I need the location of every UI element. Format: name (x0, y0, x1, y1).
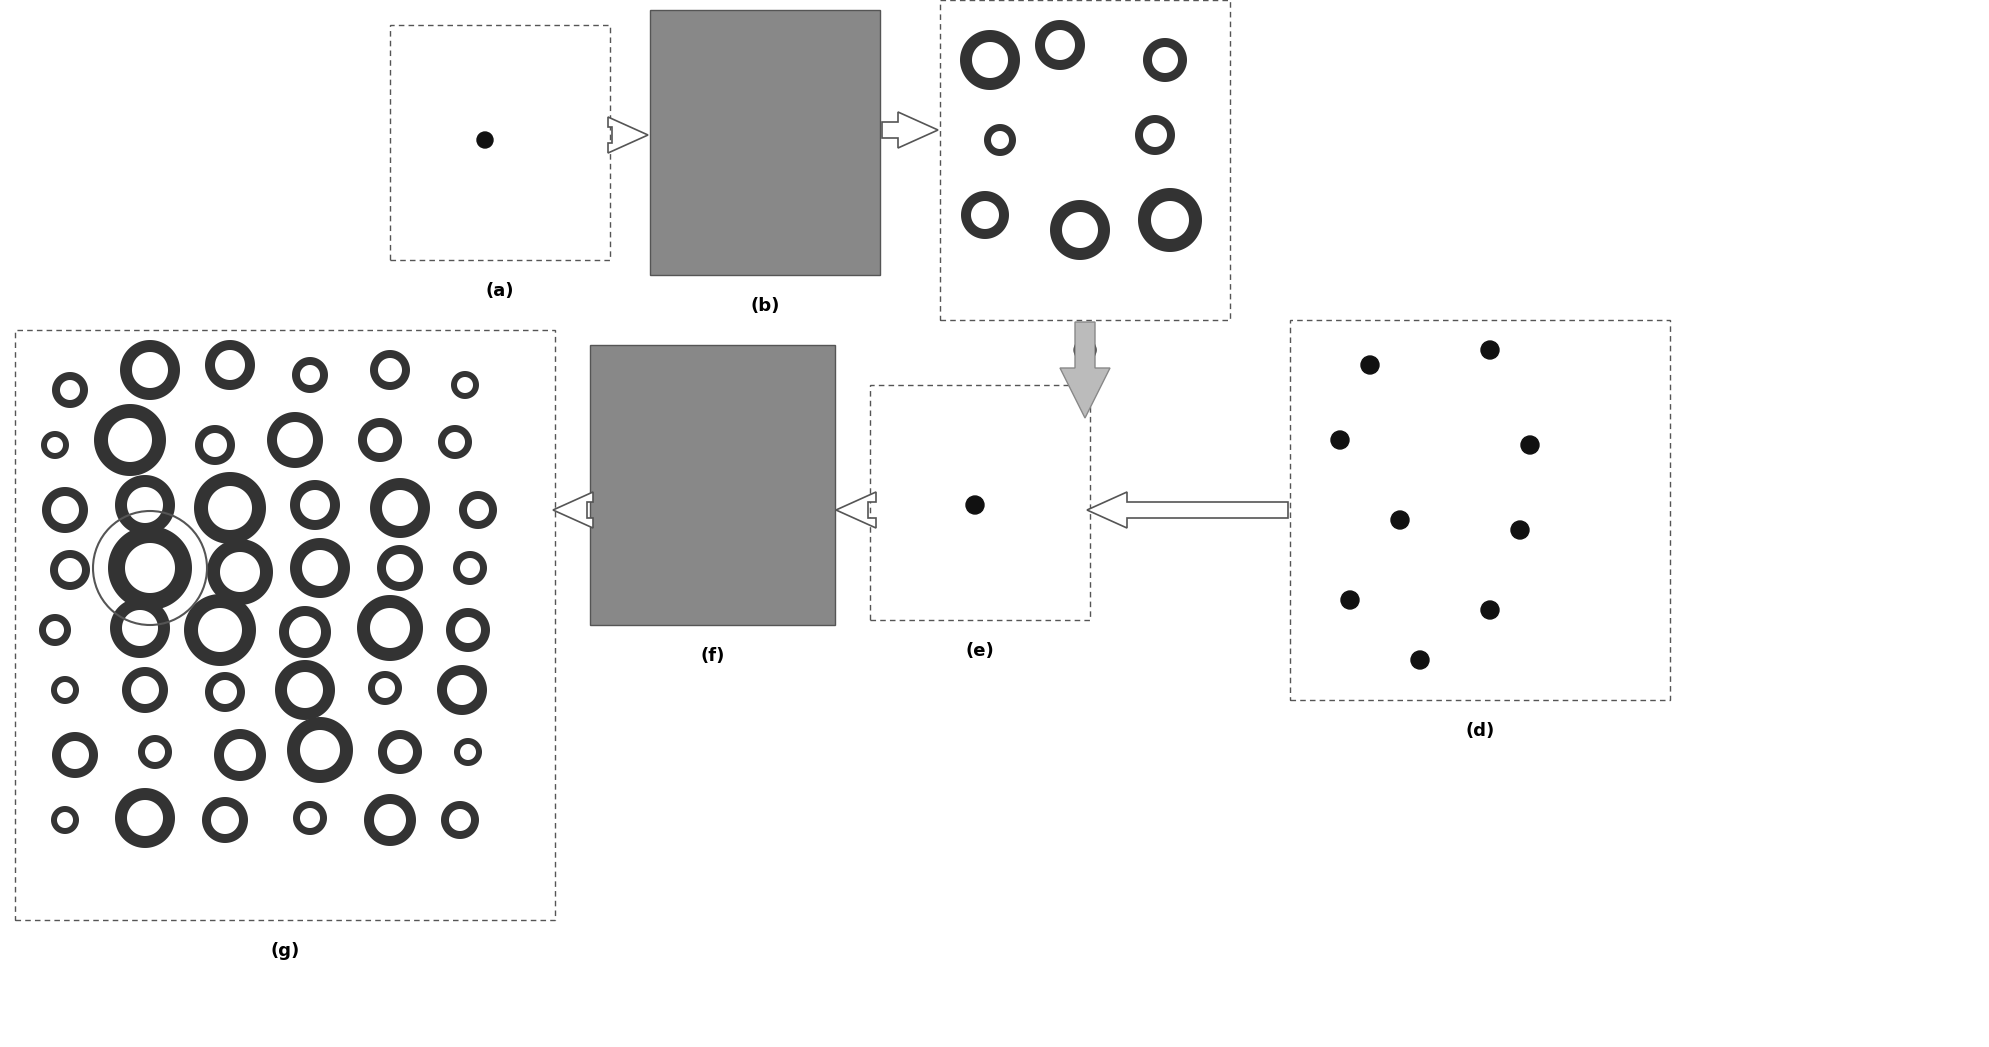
Polygon shape (121, 667, 167, 713)
Bar (589, 346, 835, 625)
Text: (c): (c) (1070, 342, 1098, 360)
Polygon shape (446, 608, 489, 652)
Polygon shape (959, 30, 1020, 90)
Text: (d): (d) (1464, 722, 1494, 740)
Polygon shape (215, 729, 267, 781)
Polygon shape (1086, 492, 1287, 528)
Ellipse shape (1360, 356, 1378, 374)
Polygon shape (205, 672, 245, 712)
Polygon shape (370, 350, 410, 389)
Ellipse shape (1331, 431, 1349, 449)
Bar (939, 0, 1229, 320)
Polygon shape (378, 730, 422, 774)
Polygon shape (107, 526, 191, 610)
Polygon shape (376, 545, 424, 591)
Polygon shape (983, 124, 1016, 156)
Polygon shape (205, 340, 255, 389)
Polygon shape (292, 801, 326, 836)
Ellipse shape (1480, 601, 1498, 619)
Polygon shape (278, 606, 330, 658)
Polygon shape (881, 112, 937, 148)
Polygon shape (459, 491, 497, 529)
Polygon shape (109, 598, 169, 658)
Polygon shape (42, 431, 70, 459)
Text: (a): (a) (485, 282, 513, 300)
Polygon shape (286, 717, 352, 783)
Polygon shape (835, 492, 875, 528)
Polygon shape (1050, 200, 1110, 260)
Polygon shape (1134, 115, 1174, 155)
Polygon shape (193, 472, 267, 544)
Polygon shape (961, 191, 1008, 239)
Polygon shape (1138, 188, 1201, 252)
Polygon shape (292, 357, 328, 393)
Polygon shape (115, 475, 175, 535)
Polygon shape (207, 539, 272, 605)
Text: (g): (g) (271, 942, 300, 960)
Ellipse shape (965, 496, 983, 514)
Polygon shape (195, 425, 235, 465)
Bar (869, 385, 1090, 620)
Bar (1289, 320, 1669, 700)
Ellipse shape (1520, 436, 1537, 454)
Polygon shape (119, 340, 179, 400)
Text: (b): (b) (750, 297, 780, 315)
Polygon shape (368, 671, 402, 705)
Polygon shape (137, 735, 171, 768)
Ellipse shape (1510, 521, 1528, 539)
Polygon shape (52, 806, 80, 834)
Polygon shape (452, 371, 479, 399)
Ellipse shape (1480, 341, 1498, 359)
Polygon shape (203, 797, 249, 843)
Ellipse shape (1390, 511, 1408, 529)
Polygon shape (356, 595, 424, 661)
Polygon shape (358, 418, 402, 462)
Polygon shape (290, 538, 350, 598)
Polygon shape (42, 487, 88, 533)
Ellipse shape (477, 132, 493, 148)
Polygon shape (1034, 20, 1084, 70)
Polygon shape (553, 492, 593, 528)
Polygon shape (1060, 322, 1110, 418)
Polygon shape (364, 794, 416, 846)
Polygon shape (52, 676, 80, 704)
Polygon shape (290, 480, 340, 530)
Ellipse shape (1410, 651, 1428, 669)
Text: (f): (f) (700, 647, 724, 665)
Polygon shape (438, 425, 471, 459)
Polygon shape (1142, 38, 1185, 82)
Polygon shape (183, 594, 257, 666)
Polygon shape (267, 413, 322, 468)
Bar (650, 10, 879, 275)
Polygon shape (609, 117, 648, 153)
Bar (16, 330, 555, 920)
Polygon shape (115, 788, 175, 848)
Polygon shape (453, 738, 481, 766)
Text: (e): (e) (965, 642, 994, 660)
Polygon shape (438, 665, 487, 715)
Polygon shape (93, 404, 165, 476)
Polygon shape (52, 372, 88, 408)
Bar (390, 25, 611, 260)
Ellipse shape (1341, 591, 1358, 609)
Polygon shape (50, 550, 90, 591)
Polygon shape (40, 614, 72, 646)
Polygon shape (442, 801, 479, 839)
Polygon shape (370, 478, 430, 538)
Polygon shape (274, 660, 334, 720)
Polygon shape (52, 732, 97, 778)
Polygon shape (453, 551, 487, 585)
